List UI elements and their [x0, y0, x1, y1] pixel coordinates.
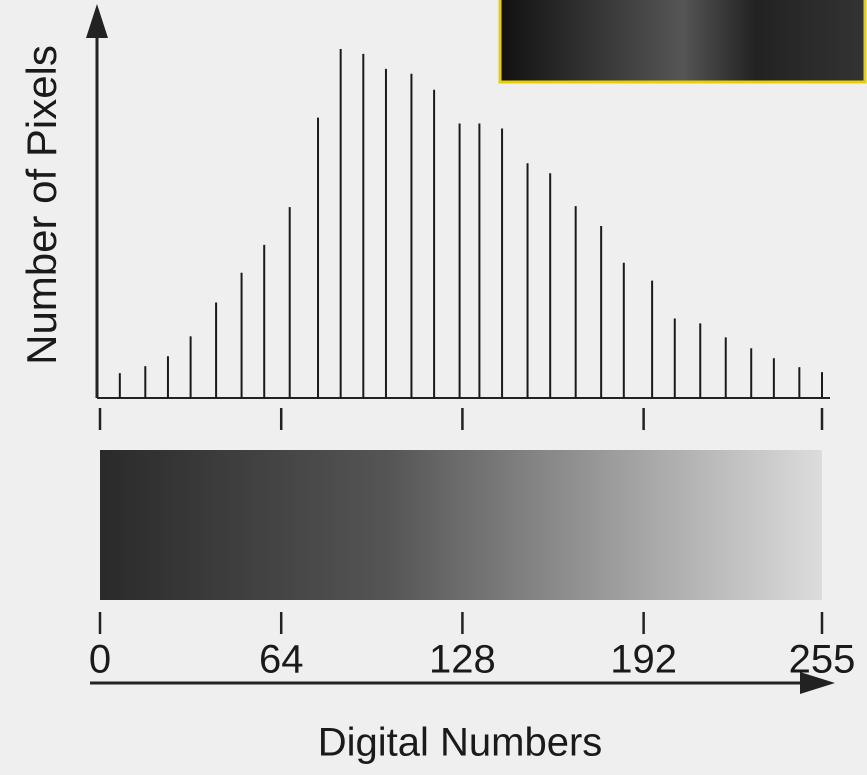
- x-tick-label: 255: [789, 638, 856, 682]
- page: {"chart_data": {"type": "bar", "y_label"…: [0, 0, 867, 775]
- x-tick-label: 0: [89, 638, 111, 682]
- y-arrow: [86, 4, 108, 38]
- x-tick-label: 64: [259, 638, 304, 682]
- chart: Number of Pixels Digital Numbers 0 64 128 1…: [0, 0, 867, 775]
- x-tick-label: 128: [429, 638, 496, 682]
- x-tick-label: 192: [610, 638, 677, 682]
- inset-image: [500, 0, 865, 82]
- gray-scale-bar: [100, 450, 822, 600]
- y-axis-label: Number of Pixels: [18, 45, 65, 365]
- x-axis-label: Digital Numbers: [318, 721, 603, 765]
